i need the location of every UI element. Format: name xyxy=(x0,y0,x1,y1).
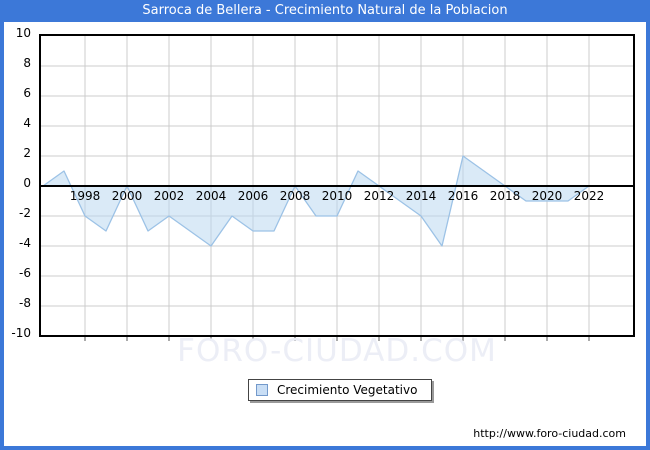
x-tick-label: 2002 xyxy=(154,189,185,203)
y-tick-label: 4 xyxy=(23,116,31,130)
legend-label: Crecimiento Vegetativo xyxy=(277,383,418,397)
chart-title: Sarroca de Bellera - Crecimiento Natural… xyxy=(142,3,508,18)
x-ticks xyxy=(84,337,590,341)
x-tick-label: 2008 xyxy=(280,189,311,203)
y-tick-label: -6 xyxy=(19,266,31,280)
x-tick-label: 1998 xyxy=(70,189,101,203)
legend-box: Crecimiento Vegetativo xyxy=(248,379,433,401)
plot-border xyxy=(39,34,635,337)
x-tick-label: 2018 xyxy=(490,189,521,203)
x-tick-label: 2022 xyxy=(574,189,605,203)
y-tick-label: -8 xyxy=(19,296,31,310)
x-tick-label: 2016 xyxy=(448,189,479,203)
x-tick-label: 2000 xyxy=(112,189,143,203)
x-tick-label: 2020 xyxy=(532,189,563,203)
x-tick-label: 2010 xyxy=(322,189,353,203)
y-tick-label: 10 xyxy=(16,26,31,40)
y-tick-labels: 10 8 6 4 2 0 -2 -4 -6 -8 -10 xyxy=(11,26,31,340)
footer-url: http://www.foro-ciudad.com xyxy=(473,427,626,440)
legend-swatch-icon xyxy=(256,384,268,396)
x-tick-label: 2014 xyxy=(406,189,437,203)
y-tick-label: -10 xyxy=(11,326,31,340)
y-tick-label: 6 xyxy=(23,86,31,100)
chart-background xyxy=(4,22,646,446)
y-tick-label: -2 xyxy=(19,206,31,220)
x-tick-label: 2006 xyxy=(238,189,269,203)
y-tick-label: 0 xyxy=(23,176,31,190)
series-line xyxy=(42,155,590,247)
x-tick-labels: 1998 2000 2002 2004 2006 2008 2010 2012 2014 2016… xyxy=(70,189,605,203)
x-tick-label: 2004 xyxy=(196,189,227,203)
y-tick-label: 8 xyxy=(23,56,31,70)
x-tick-label: 2012 xyxy=(364,189,395,203)
y-tick-label: 2 xyxy=(23,146,31,160)
y-tick-label: -4 xyxy=(19,236,31,250)
